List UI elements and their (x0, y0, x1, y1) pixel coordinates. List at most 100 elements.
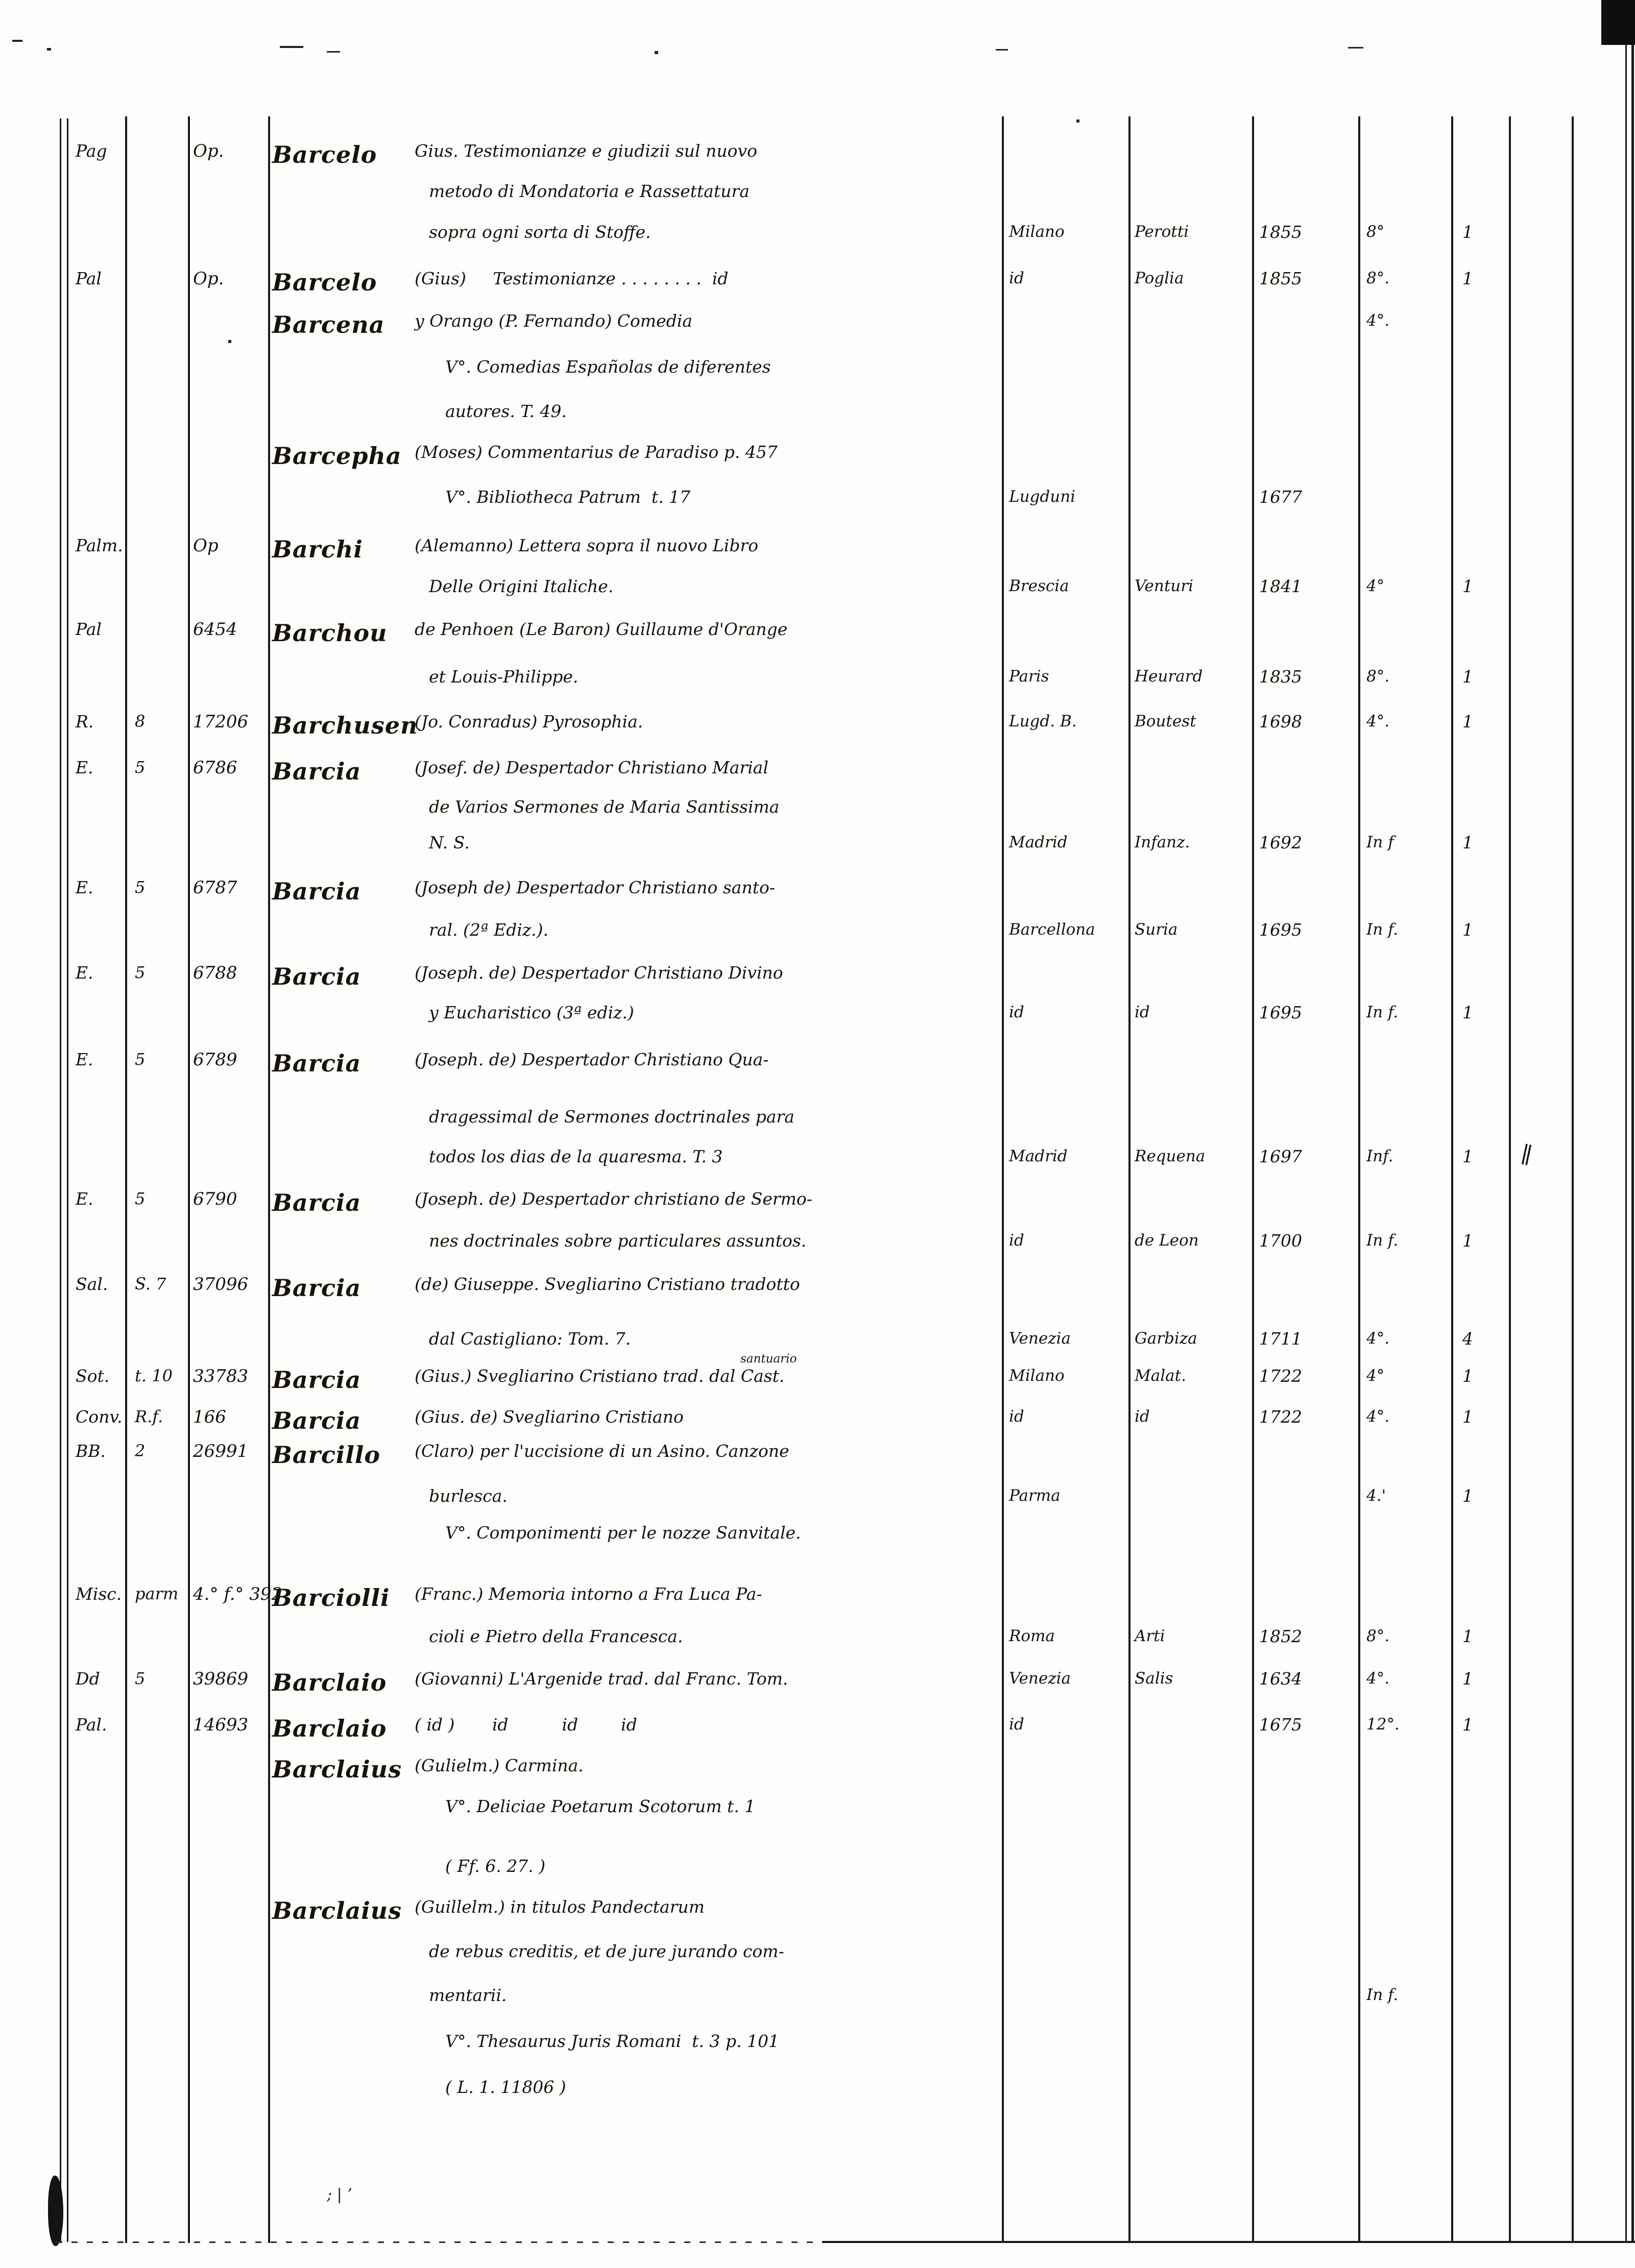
title-line: (Claro) per l'uccisione di un Asino. Can… (415, 1441, 789, 1461)
author-name: Barchou (272, 619, 388, 647)
catalog-number: 37096 (193, 1274, 249, 1295)
table-row: Misc. parm 4.° f.° 392 Barciolli (Franc.… (0, 1584, 1635, 1626)
table-row: V°. Comedias Españolas de diferentes (0, 357, 1635, 399)
table-row: Dd 5 39869 Barclaio (Giovanni) L'Argenid… (0, 1669, 1635, 1711)
copies: 4 (1462, 1329, 1473, 1349)
table-row: Pal. 14693 Barclaio ( id ) id id id id 1… (0, 1715, 1635, 1757)
table-row: ral. (2ª Ediz.). Barcellona Suria 1695 I… (0, 920, 1635, 962)
publisher: Garbiza (1135, 1329, 1197, 1348)
title-line: Gius. Testimonianze e giudizii sul nuovo (415, 141, 757, 161)
table-row: Pal 6454 Barchou de Penhoen (Le Baron) G… (0, 620, 1635, 661)
place: Lugduni (1009, 487, 1076, 506)
place: Madrid (1009, 1147, 1068, 1165)
title-line: de Penhoen (Le Baron) Guillaume d'Orange (415, 619, 788, 639)
copies: 1 (1462, 1231, 1473, 1251)
year: 1855 (1259, 222, 1302, 242)
title-line: V°. Bibliotheca Patrum t. 17 (445, 487, 691, 507)
place: Venezia (1009, 1669, 1071, 1688)
title-line: de rebus creditis, et de jure jurando co… (429, 1941, 784, 1961)
publisher: Requena (1135, 1147, 1206, 1165)
ink-blot (48, 2176, 63, 2246)
column-rule (1358, 116, 1360, 2243)
author-name: Barcia (272, 1366, 362, 1394)
format: 4°. (1366, 712, 1390, 730)
catalog-number: 166 (193, 1407, 226, 1427)
title-line: metodo di Mondatoria e Rassettatura (429, 181, 750, 201)
author-name: Barcia (272, 1407, 362, 1434)
year: 1852 (1259, 1626, 1302, 1646)
title-line: ( L. 1. 11806 ) (445, 2077, 566, 2097)
copies: 1 (1462, 1669, 1473, 1689)
year: 1695 (1259, 1003, 1302, 1022)
author-name: Barclaio (272, 1715, 387, 1742)
title-line: ral. (2ª Ediz.). (429, 920, 549, 940)
title-line: y Eucharistico (3ª ediz.) (429, 1003, 634, 1022)
copies: 1 (1462, 1147, 1473, 1166)
catalog-number: 14693 (193, 1715, 249, 1735)
catalog-number: 6790 (193, 1189, 237, 1209)
author-name: Barcena (272, 311, 385, 338)
catalog-number: 6786 (193, 758, 237, 778)
series-number: 2 (135, 1441, 146, 1460)
place: Paris (1009, 667, 1049, 686)
catalog-number: 17206 (193, 712, 249, 732)
format: 8°. (1366, 1627, 1390, 1645)
catalog-number: Op. (193, 269, 224, 289)
table-row: Sal. S. 7 37096 Barcia (de) Giuseppe. Sv… (0, 1275, 1635, 1316)
place: Madrid (1009, 833, 1068, 851)
title-line: (Gulielm.) Carmina. (415, 1755, 584, 1775)
title-line: sopra ogni sorta di Stoffe. (429, 222, 651, 242)
publisher: Heurard (1135, 667, 1203, 686)
page-edge-rule (1625, 0, 1627, 2242)
shelf-mark: Pal (76, 269, 102, 288)
table-row: dragessimal de Sermones doctrinales para (0, 1107, 1635, 1149)
table-row: todos los dias de la quaresma. T. 3 Madr… (0, 1141, 1635, 1188)
shelf-mark: E. (76, 1189, 93, 1209)
title-line: Delle Origini Italiche. (429, 576, 614, 596)
author-name: Barcelo (272, 141, 377, 168)
shelf-mark: Conv. (76, 1407, 123, 1427)
title-line: burlesca. (429, 1486, 508, 1506)
table-row: Delle Origini Italiche. Brescia Venturi … (0, 577, 1635, 618)
title-line: (Joseph. de) Despertador christiano de S… (415, 1189, 812, 1209)
table-row: Barclaius (Gulielm.) Carmina. (0, 1755, 1635, 1797)
place: Milano (1009, 223, 1065, 241)
copies: 1 (1462, 667, 1473, 687)
ink-speck (280, 46, 303, 48)
format: 4.' (1366, 1486, 1386, 1505)
publisher: Arti (1135, 1627, 1165, 1645)
table-row: dal Castigliano: Tom. 7. Venezia Garbiza… (0, 1329, 1635, 1371)
title-line: y Orango (P. Fernando) Comedia (415, 311, 692, 331)
shelf-mark: Pal. (76, 1715, 107, 1735)
place: Venezia (1009, 1329, 1071, 1348)
shelf-mark: E. (76, 758, 93, 777)
column-rule (1128, 116, 1131, 2243)
table-row: E. 5 6787 Barcia (Joseph de) Despertador… (0, 877, 1635, 919)
column-rule (67, 118, 68, 2242)
table-row: BB. 2 26991 Barcillo (Claro) per l'uccis… (0, 1442, 1635, 1483)
series-number: 8 (135, 712, 146, 731)
interlinear-insertion: santuario (740, 1352, 797, 1365)
title-line: (Guillelm.) in titulos Pandectarum (415, 1897, 705, 1917)
copies: 1 (1462, 1715, 1473, 1735)
table-row: nes doctrinales sobre particulares assun… (0, 1231, 1635, 1273)
copies: 1 (1462, 269, 1473, 288)
year: 1722 (1259, 1366, 1302, 1386)
title-line: autores. T. 49. (445, 401, 567, 421)
table-row: V°. Thesaurus Juris Romani t. 3 p. 101 (0, 2032, 1635, 2073)
shelf-mark: E. (76, 1050, 93, 1069)
catalog-number: 6787 (193, 877, 237, 898)
title-line: V°. Thesaurus Juris Romani t. 3 p. 101 (445, 2031, 779, 2051)
title-line: (Alemanno) Lettera sopra il nuovo Libro (415, 535, 759, 555)
ink-speck (12, 40, 22, 42)
author-name: Barchusen (272, 712, 418, 739)
ink-speck (228, 340, 231, 343)
title-line: V°. Deliciae Poetarum Scotorum t. 1 (445, 1796, 756, 1816)
copies: 1 (1462, 920, 1473, 940)
title-line: (de) Giuseppe. Svegliarino Cristiano tra… (415, 1274, 800, 1294)
author-name: Barcia (272, 963, 362, 990)
column-rule (1252, 116, 1254, 2243)
ink-speck (47, 48, 51, 51)
table-row: E. 5 6789 Barcia (Joseph. de) Despertado… (0, 1050, 1635, 1091)
column-rule (1002, 116, 1004, 2243)
